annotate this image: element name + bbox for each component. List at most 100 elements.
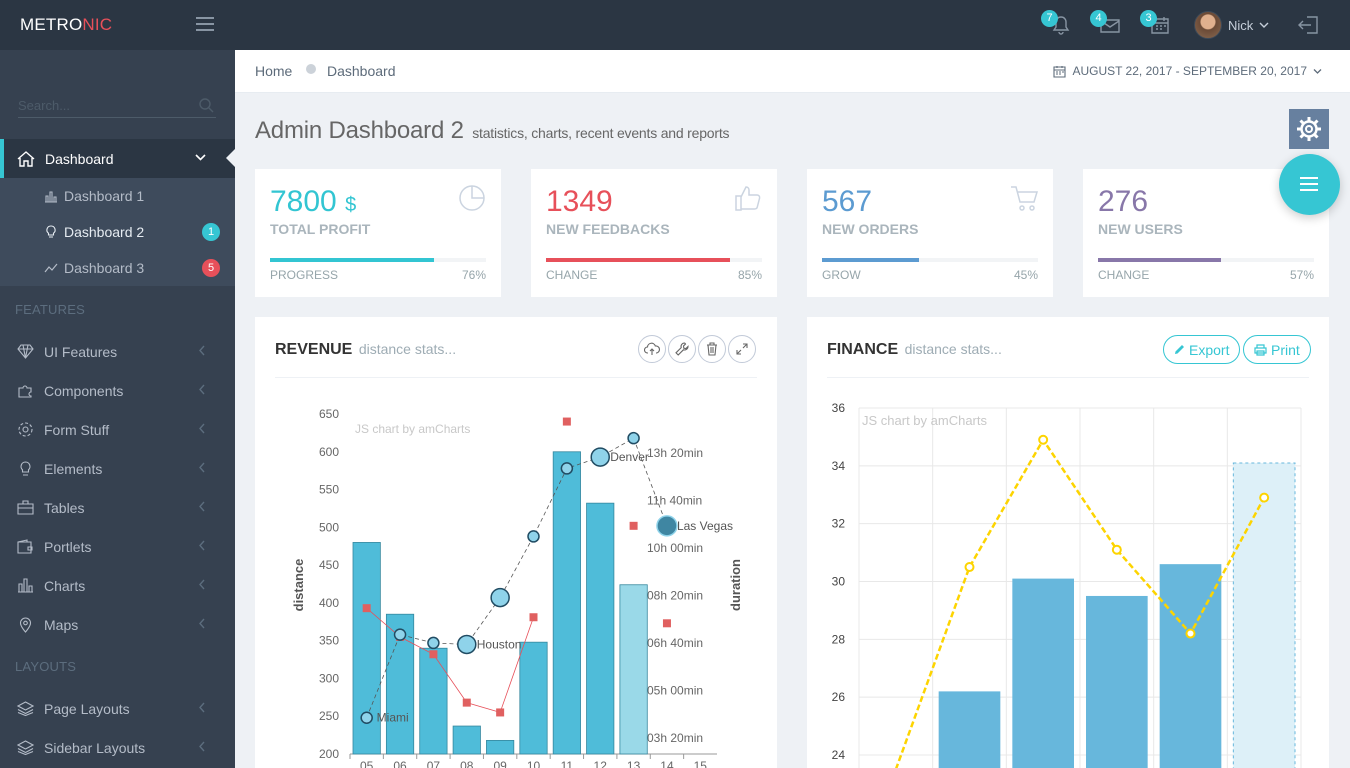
y-tick-label: 650 [319, 407, 339, 421]
stat-value: 276 [1098, 185, 1149, 218]
x-tick-label: 05 [360, 759, 374, 768]
export-button[interactable]: Export [1163, 335, 1241, 364]
sidebar-item-ui-features[interactable]: UI Features [0, 332, 235, 371]
stat-foot-label: CHANGE [546, 268, 598, 282]
menu-toggle-button[interactable] [196, 17, 214, 31]
layers-icon [17, 740, 34, 755]
notifications-button[interactable]: 7 [1041, 10, 1074, 38]
sidebar: Dashboard Dashboard 1 Dashboard 2 1 Dash… [0, 50, 235, 768]
sidebar-item-elements[interactable]: Elements [0, 449, 235, 488]
search-icon[interactable] [198, 97, 214, 113]
stat-label: NEW ORDERS [822, 221, 919, 237]
sidebar-item-dashboard[interactable]: Dashboard [0, 139, 235, 178]
bar [586, 502, 615, 755]
y2-tick-label: 13h 20min [647, 446, 703, 460]
quick-nav-button[interactable] [1279, 154, 1340, 215]
bar [452, 725, 481, 755]
latitude-marker [590, 447, 610, 467]
x-tick-label: 07 [427, 759, 441, 768]
income-bar [1012, 578, 1074, 768]
shopping-cart-icon [1011, 186, 1039, 211]
expenses-line [895, 437, 1266, 768]
duration-marker [629, 521, 638, 530]
chevron-left-icon [199, 618, 205, 629]
expenses-marker [964, 562, 975, 573]
user-menu[interactable]: Nick [1194, 11, 1269, 39]
upload-button[interactable] [638, 335, 666, 363]
date-range-text: AUGUST 22, 2017 - SEPTEMBER 20, 2017 [1072, 64, 1307, 78]
cloud-upload-icon [644, 342, 660, 355]
bar-chart-icon [45, 190, 57, 203]
inbox-button[interactable]: 4 [1090, 10, 1123, 38]
fullscreen-button[interactable] [728, 335, 756, 363]
latitude-marker [656, 515, 678, 537]
progress-fill [546, 258, 730, 262]
income-bar [1159, 564, 1222, 768]
delete-button[interactable] [698, 335, 726, 363]
logo[interactable]: METRONIC [20, 15, 113, 34]
print-icon [1254, 343, 1267, 356]
print-button[interactable]: Print [1243, 335, 1311, 364]
sidebar-subitem-dashboard-2[interactable]: Dashboard 2 1 [0, 214, 235, 250]
sidebar-badge: 1 [202, 223, 220, 241]
duration-marker [562, 417, 571, 426]
chevron-left-icon [199, 501, 205, 512]
bar [486, 739, 515, 755]
sidebar-item-components[interactable]: Components [0, 371, 235, 410]
sidebar-item-portlets[interactable]: Portlets [0, 527, 235, 566]
config-button[interactable] [668, 335, 696, 363]
city-annotation: Houston [477, 637, 522, 651]
sidebar-item-charts[interactable]: Charts [0, 566, 235, 605]
chevron-left-icon [199, 702, 205, 713]
y-tick-label: 28 [832, 632, 846, 646]
chevron-left-icon [199, 345, 205, 356]
x-tick-label: 11 [561, 759, 574, 768]
y-tick-label: 600 [319, 445, 339, 459]
x-tick-label: 08 [460, 759, 474, 768]
logout-button[interactable] [1298, 15, 1320, 35]
progress-fill [1098, 258, 1222, 262]
finance-portlet: FINANCE distance stats... Export Print 2… [807, 317, 1329, 768]
sidebar-item-tables[interactable]: Tables [0, 488, 235, 527]
revenue-chart: JS chart by amCharts 200 250 300 350 400 450 50… [291, 407, 743, 768]
y2-tick-label: 05h 00min [647, 684, 703, 698]
y-tick-label: 400 [319, 596, 339, 610]
stat-value: 567 [822, 185, 873, 218]
stat-value: 1349 [546, 185, 613, 218]
stat-card-feedbacks: 1349 NEW FEEDBACKS CHANGE 85% [531, 169, 777, 297]
stat-foot-label: PROGRESS [270, 268, 339, 282]
sidebar-item-page-layouts[interactable]: Page Layouts [0, 689, 235, 728]
tasks-badge: 3 [1140, 10, 1157, 27]
sidebar-item-maps[interactable]: Maps [0, 605, 235, 644]
stat-percent: 85% [737, 268, 762, 282]
expenses-marker [1185, 628, 1196, 639]
notifications-badge: 7 [1041, 10, 1058, 27]
stat-card-orders: 567 NEW ORDERS GROW 45% [807, 169, 1053, 297]
breadcrumb-home-link[interactable]: Home [255, 63, 293, 79]
date-range-picker[interactable]: AUGUST 22, 2017 - SEPTEMBER 20, 2017 [1053, 64, 1322, 78]
progress-bar [546, 258, 762, 262]
wallet-icon [17, 539, 33, 554]
expenses-marker [1259, 492, 1270, 503]
x-tick-label: 12 [594, 759, 608, 768]
y-tick-label: 30 [832, 575, 846, 589]
sidebar-subitem-dashboard-3[interactable]: Dashboard 3 5 [0, 250, 235, 286]
finance-chart: 24 26 28 30 32 34 36 JS chart by amCharts [832, 401, 1302, 768]
sidebar-item-sidebar-layouts[interactable]: Sidebar Layouts [0, 728, 235, 767]
latitude-marker [490, 587, 510, 608]
avatar [1194, 11, 1222, 39]
stat-foot-label: GROW [822, 268, 861, 282]
sidebar-item-form-stuff[interactable]: Form Stuff [0, 410, 235, 449]
theme-settings-button[interactable] [1289, 109, 1329, 149]
sidebar-subitem-dashboard-1[interactable]: Dashboard 1 [0, 178, 235, 214]
income-bar [938, 691, 1001, 768]
line-chart-icon [44, 263, 58, 273]
latitude-marker [627, 431, 640, 445]
y-tick-label: 500 [319, 520, 339, 534]
y-tick-label: 36 [832, 401, 846, 415]
income-bar [1232, 462, 1296, 768]
tasks-button[interactable]: 3 [1140, 10, 1173, 38]
chevron-left-icon [199, 579, 205, 590]
search-input[interactable] [18, 94, 188, 116]
y2-tick-label: 08h 20min [647, 589, 703, 603]
